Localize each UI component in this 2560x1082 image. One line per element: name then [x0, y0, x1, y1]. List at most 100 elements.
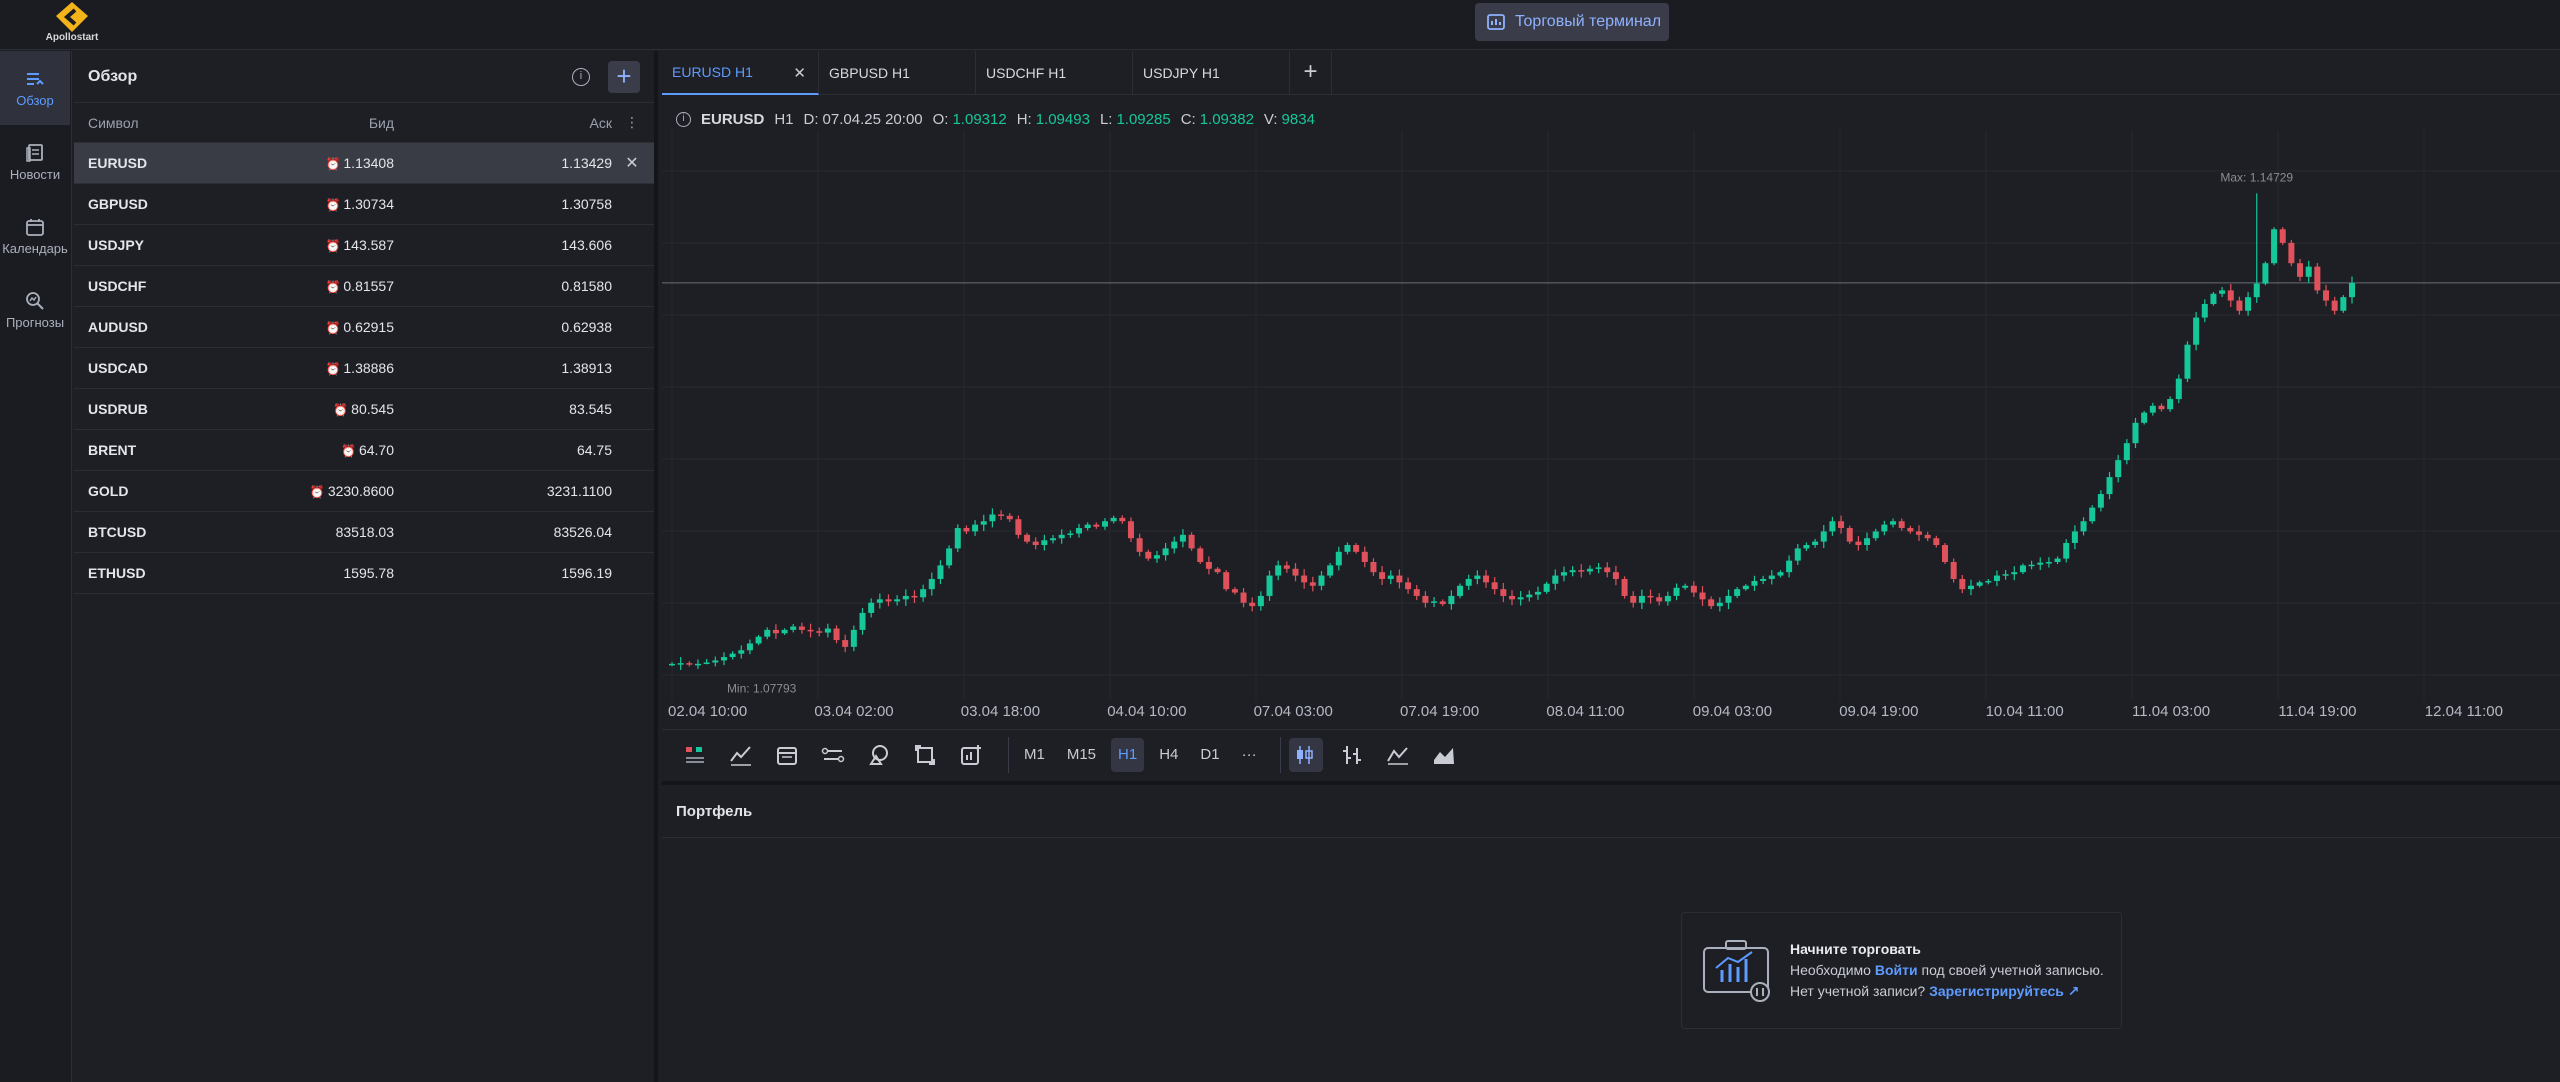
trading-terminal-button[interactable]: Торговый терминал — [1475, 3, 1669, 41]
shapes-icon[interactable] — [862, 738, 896, 772]
more-timeframes-button[interactable]: ··· — [1241, 746, 1257, 763]
add-tab-button[interactable]: + — [1290, 51, 1332, 95]
row-bid: ⏰ 3230.8600 — [309, 483, 394, 499]
nav-item-calendar[interactable]: Календарь — [0, 199, 70, 273]
tab-eurusd-h1[interactable]: EURUSD H1 ✕ — [662, 51, 819, 95]
info-icon[interactable]: i — [676, 112, 691, 127]
calendar-events-icon[interactable] — [770, 738, 804, 772]
trend-lines-icon[interactable] — [724, 738, 758, 772]
candle-body — [1457, 585, 1464, 596]
candle-body — [998, 514, 1005, 516]
timeframe-m1[interactable]: M1 — [1024, 746, 1045, 763]
candle-body — [1543, 583, 1550, 592]
toolbar-divider — [1008, 736, 1009, 773]
row-bid: ⏰ 1.13408 — [325, 155, 394, 171]
column-menu-icon[interactable]: ⋮ — [625, 114, 639, 130]
clock-icon: ⏰ — [325, 321, 341, 335]
column-bid[interactable]: Бид — [368, 114, 394, 131]
column-symbol[interactable]: Символ — [88, 114, 139, 131]
candle-body — [746, 643, 753, 651]
watchlist-row-gold[interactable]: GOLD ⏰ 3230.8600 3231.1100 — [74, 471, 654, 512]
watchlist-row-brent[interactable]: BRENT ⏰ 64.70 64.75 — [74, 430, 654, 471]
timeframe-h1[interactable]: H1 — [1111, 737, 1145, 772]
candle-body — [1050, 538, 1057, 541]
column-ask[interactable]: Аск — [589, 114, 612, 131]
candle-body — [885, 599, 892, 602]
candle-body — [2210, 293, 2217, 304]
portfolio-panel: Портфель Начните торговать Необходимо Во… — [662, 781, 2560, 1082]
watchlist-row-usdcad[interactable]: USDCAD ⏰ 1.38886 1.38913 — [74, 348, 654, 389]
tab-usdjpy-h1[interactable]: USDJPY H1 — [1133, 51, 1290, 95]
tab-label: EURUSD H1 — [672, 64, 753, 80]
watchlist-row-usdjpy[interactable]: USDJPY ⏰ 143.587 143.606 — [74, 225, 654, 266]
bar-chart-type-icon[interactable] — [1335, 738, 1369, 772]
indicators-icon[interactable] — [678, 738, 712, 772]
candle-body — [1405, 582, 1412, 590]
candle-body — [1829, 521, 1836, 532]
candle-body — [2271, 229, 2278, 264]
candle-body — [859, 612, 866, 630]
watchlist-row-ethusd[interactable]: ETHUSD 1595.78 1596.19 — [74, 553, 654, 594]
add-symbol-button[interactable]: + — [608, 60, 640, 93]
info-icon[interactable]: i — [572, 67, 590, 86]
add-chart-icon[interactable] — [954, 738, 988, 772]
candle-body — [1214, 568, 1221, 573]
row-symbol: USDJPY — [88, 237, 145, 253]
candle-body — [2227, 290, 2234, 301]
login-line: Необходимо Войти под своей учетной запис… — [1790, 960, 2104, 981]
row-bid: ⏰ 1.30734 — [325, 196, 394, 212]
candle-body — [1067, 533, 1074, 535]
candle-body — [1898, 521, 1905, 529]
candle-body — [1612, 572, 1619, 579]
candlestick-chart[interactable]: Max: 1.14729 Min: 1.07793 — [662, 131, 2560, 699]
candle-body — [2340, 297, 2347, 311]
tab-usdchf-h1[interactable]: USDCHF H1 — [976, 51, 1133, 95]
candle-body — [1846, 528, 1853, 542]
external-link-icon[interactable]: ↗ — [2067, 983, 2080, 999]
candle-body — [1439, 601, 1446, 605]
ohlc-low: 1.09285 — [1116, 111, 1171, 128]
candle-body — [2288, 242, 2295, 264]
remove-symbol-icon[interactable]: ✕ — [625, 155, 639, 172]
ohlc-open-label: O: — [932, 111, 949, 128]
timeframe-d1[interactable]: D1 — [1200, 746, 1220, 763]
candle-body — [1976, 582, 1983, 586]
line-tool-icon[interactable] — [816, 738, 850, 772]
timeframe-h4[interactable]: H4 — [1159, 746, 1179, 763]
row-symbol: ETHUSD — [88, 565, 146, 581]
candle-body — [1153, 555, 1160, 559]
app-logo[interactable]: Apollostart — [40, 2, 104, 46]
watchlist-row-btcusd[interactable]: BTCUSD 83518.03 83526.04 — [74, 512, 654, 553]
candle-body — [1266, 575, 1273, 596]
candle-body — [937, 565, 944, 579]
area-chart-type-icon[interactable] — [1427, 738, 1461, 772]
nav-item-forecasts[interactable]: Прогнозы — [0, 273, 70, 347]
candle-body — [1768, 575, 1775, 579]
watchlist-row-usdrub[interactable]: USDRUB ⏰ 80.545 83.545 — [74, 389, 654, 430]
watchlist-row-eurusd[interactable]: EURUSD ⏰ 1.13408 1.13429 ✕ — [74, 143, 654, 184]
watchlist-row-audusd[interactable]: AUDUSD ⏰ 0.62915 0.62938 — [74, 307, 654, 348]
candle-body — [1084, 524, 1091, 529]
register-link[interactable]: Зарегистрируйтесь — [1929, 983, 2064, 999]
line-chart-type-icon[interactable] — [1381, 738, 1415, 772]
candle-body — [1534, 591, 1541, 595]
candle-body — [2115, 460, 2122, 478]
watchlist-row-gbpusd[interactable]: GBPUSD ⏰ 1.30734 1.30758 — [74, 184, 654, 225]
candle-body — [928, 578, 935, 590]
candle-body — [1760, 578, 1767, 581]
candle-body — [2106, 477, 2113, 495]
candle-body — [1093, 524, 1100, 527]
tab-gbpusd-h1[interactable]: GBPUSD H1 — [819, 51, 976, 95]
watchlist-row-usdchf[interactable]: USDCHF ⏰ 0.81557 0.81580 — [74, 266, 654, 307]
candle-body — [911, 595, 918, 598]
nav-item-overview[interactable]: Обзор — [0, 51, 70, 125]
candle-body — [1370, 561, 1377, 573]
timeframe-m15[interactable]: M15 — [1066, 746, 1097, 763]
candle-body — [1197, 548, 1204, 562]
register-prefix: Нет учетной записи? — [1790, 983, 1930, 999]
nav-item-news[interactable]: Новости — [0, 125, 70, 199]
fullscreen-icon[interactable] — [908, 738, 942, 772]
candlestick-type-icon[interactable] — [1288, 737, 1323, 772]
close-icon[interactable]: ✕ — [793, 65, 806, 82]
login-link[interactable]: Войти — [1874, 962, 1918, 978]
